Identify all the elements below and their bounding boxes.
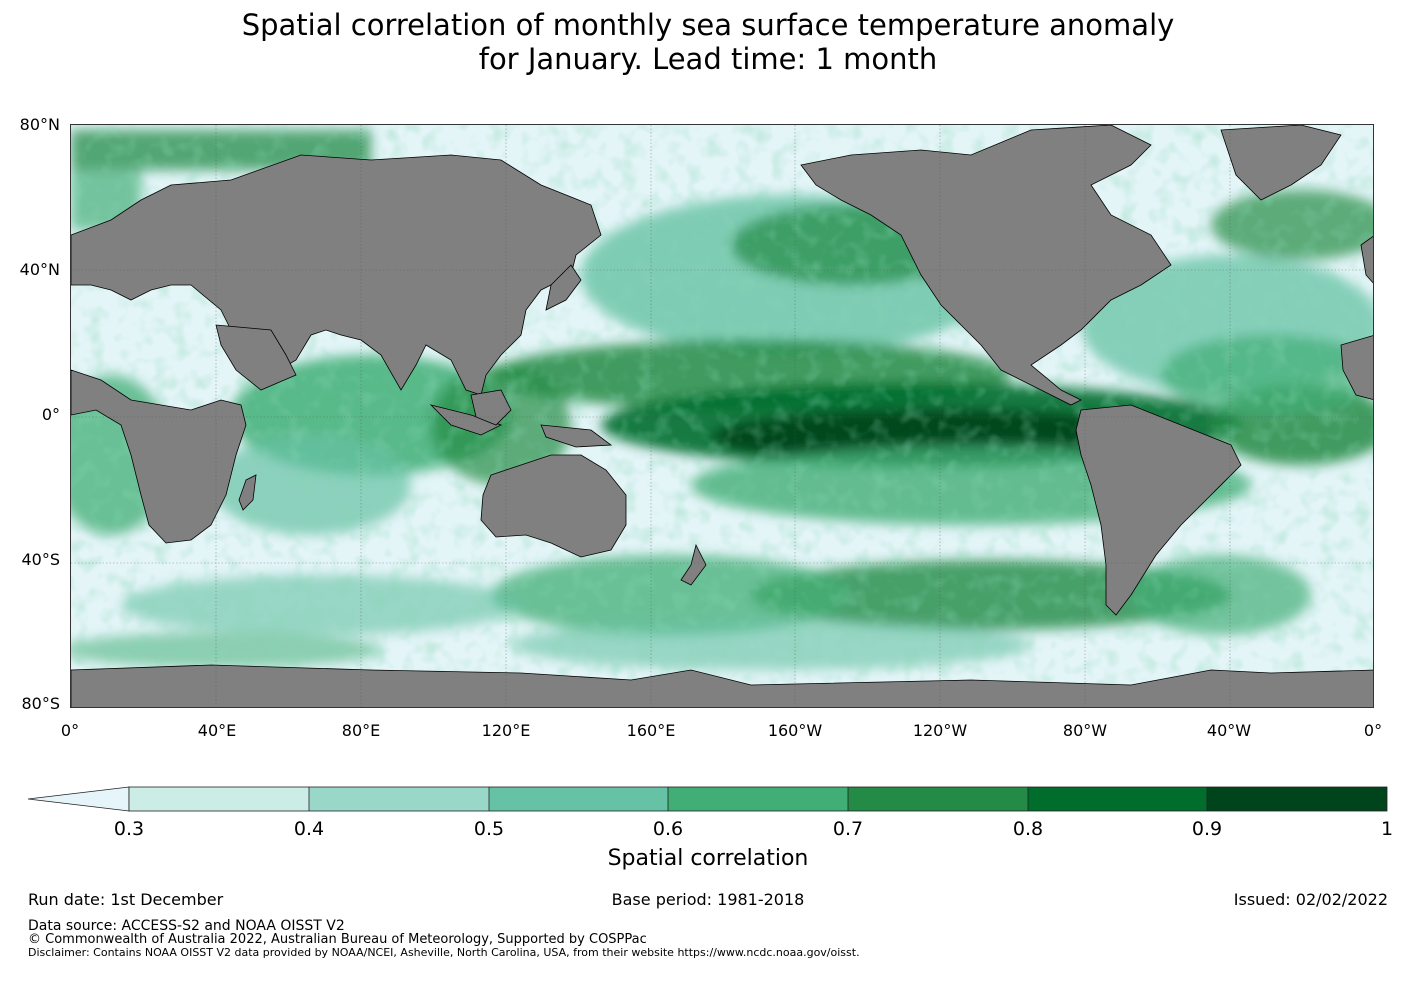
landmass-eurasia: [71, 154, 602, 396]
lon-label-80w: 80°W: [1062, 721, 1108, 740]
correlation-map: [70, 124, 1374, 708]
title-line-1: Spatial correlation of monthly sea surfa…: [241, 8, 1175, 42]
colorbar-bin-0.7: [848, 787, 1028, 811]
land-masses: [71, 125, 1373, 707]
chart-title: Spatial correlation of monthly sea surfa…: [0, 8, 1416, 76]
copyright: © Commonwealth of Australia 2022, Austra…: [28, 932, 647, 947]
landmass-new-zealand: [680, 543, 707, 586]
landmass-australia: [480, 454, 627, 558]
lon-label-80e: 80°E: [341, 721, 381, 740]
colorbar-bin-0.9: [1207, 787, 1387, 811]
colorbar-title: Spatial correlation: [607, 846, 809, 871]
landmass-antarctica: [71, 664, 1373, 707]
colorbar: [27, 786, 1388, 812]
landmass-north-america: [800, 125, 1172, 406]
lon-label-0-west: 0°: [60, 721, 80, 740]
base-period: Base period: 1981-2018: [611, 890, 805, 909]
landmass-greenland: [1220, 125, 1342, 201]
landmass-new-guinea: [540, 424, 613, 448]
landmass-madagascar: [238, 474, 257, 511]
landmass-maritime-se-asia: [429, 404, 503, 436]
lon-label-160w: 160°W: [767, 721, 823, 740]
lon-label-40e: 40°E: [197, 721, 237, 740]
colorbar-bin-0.6: [668, 787, 848, 811]
run-date: Run date: 1st December: [28, 890, 224, 909]
lat-label-80s: 80°S: [21, 694, 60, 713]
colorbar-tick-1: 1: [1380, 818, 1394, 840]
colorbar-tick-0.5: 0.5: [473, 818, 505, 840]
lat-label-40s: 40°S: [21, 550, 60, 569]
colorbar-tick-0.6: 0.6: [652, 818, 684, 840]
lon-label-40w: 40°W: [1206, 721, 1252, 740]
lon-label-120e: 120°E: [481, 721, 531, 740]
colorbar-tick-0.8: 0.8: [1012, 818, 1044, 840]
landmass-europe: [1360, 235, 1373, 284]
landmass-japan: [545, 264, 582, 311]
landmass-arabia: [215, 324, 297, 391]
lat-label-80n: 80°N: [19, 115, 60, 134]
colorbar-tick-0.3: 0.3: [113, 818, 145, 840]
map-svg: [71, 125, 1373, 707]
landmass-borneo: [470, 389, 512, 426]
lat-label-0: 0°: [41, 405, 60, 424]
title-line-2: for January. Lead time: 1 month: [478, 42, 938, 76]
colorbar-bin-0.5: [489, 787, 668, 811]
colorbar-bin-0.4: [309, 787, 489, 811]
colorbar-tick-0.4: 0.4: [293, 818, 325, 840]
lon-label-0-east: 0°: [1363, 721, 1383, 740]
colorbar-extend-arrow: [27, 786, 130, 812]
colorbar-bin-0.8: [1028, 787, 1207, 811]
landmass-africa: [71, 369, 247, 544]
disclaimer: Disclaimer: Contains NOAA OISST V2 data …: [28, 946, 860, 959]
colorbar-bin-0.3: [129, 787, 309, 811]
landmass-west-africa-edge: [1340, 335, 1373, 400]
colorbar-tick-0.7: 0.7: [832, 818, 864, 840]
data-source: Data source: ACCESS-S2 and NOAA OISST V2: [28, 918, 345, 934]
lon-label-120w: 120°W: [912, 721, 968, 740]
colorbar-outline: [128, 786, 1388, 812]
issued-date: Issued: 02/02/2022: [1233, 890, 1388, 909]
graticule: [71, 125, 1373, 707]
colorbar-tick-0.9: 0.9: [1191, 818, 1223, 840]
landmass-south-america: [1075, 404, 1242, 616]
lat-label-40n: 40°N: [19, 260, 60, 279]
lon-label-160e: 160°E: [626, 721, 676, 740]
